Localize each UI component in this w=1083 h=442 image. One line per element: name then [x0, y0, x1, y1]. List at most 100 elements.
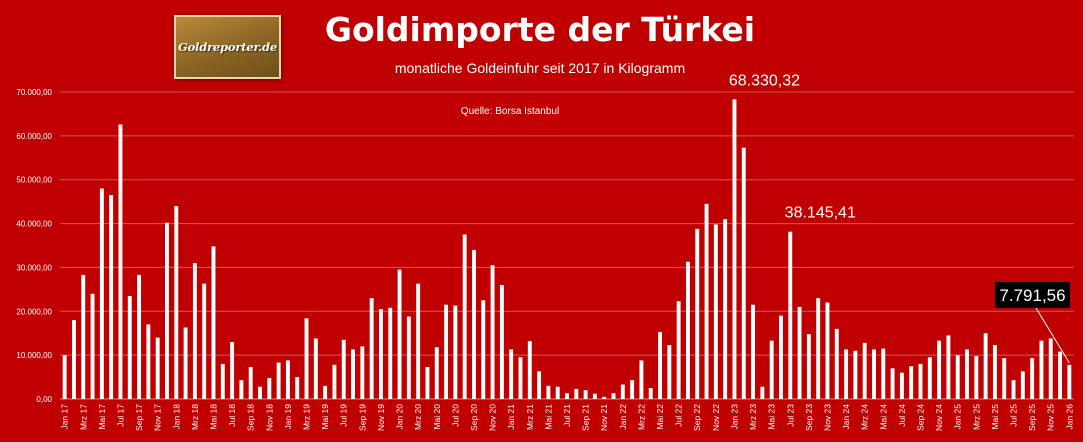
x-tick-label: Nov 23: [822, 404, 832, 431]
bar: [704, 203, 709, 399]
x-tick-label: Mrz 17: [78, 404, 88, 430]
x-tick-label: Mrz 24: [860, 404, 870, 430]
bar: [927, 357, 932, 399]
bar: [1058, 351, 1062, 399]
bar: [220, 363, 225, 399]
x-tick-label: Mai 24: [878, 404, 888, 430]
x-tick-label: Jan 18: [171, 404, 181, 430]
bar: [81, 274, 86, 399]
chart-subtitle: monatliche Goldeinfuhr seit 2017 in Kilo…: [394, 60, 686, 76]
x-tick-label: Jul 23: [785, 404, 795, 427]
bar: [341, 339, 346, 399]
x-tick-label: Mrz 22: [636, 404, 646, 430]
x-tick-label: Jan 21: [506, 404, 516, 430]
x-tick-label: Sep 20: [469, 404, 479, 431]
bar: [127, 295, 132, 399]
bar: [211, 246, 216, 399]
data-label: 38.145,41: [785, 205, 856, 222]
bar: [992, 345, 997, 399]
x-tick-label: Mrz 18: [190, 404, 200, 430]
bar: [909, 366, 914, 399]
bar: [258, 386, 262, 399]
x-tick-label: Mrz 19: [302, 404, 312, 430]
bar: [955, 355, 960, 399]
x-tick-label: Mai 20: [432, 404, 442, 430]
bar: [620, 384, 625, 399]
bar: [388, 307, 393, 399]
bar: [574, 388, 579, 399]
y-tick-label: 70.000,00: [16, 88, 52, 97]
bar: [230, 341, 235, 399]
bar: [844, 349, 849, 399]
bar: [853, 350, 858, 399]
x-tick-label: Mrz 23: [748, 404, 758, 430]
bar: [788, 231, 793, 399]
bar: [667, 345, 672, 399]
bar: [62, 355, 67, 399]
bar: [899, 372, 904, 399]
bar: [285, 360, 290, 399]
bar: [434, 347, 439, 399]
bar: [406, 316, 411, 399]
bar: [146, 324, 151, 399]
x-tick-label: Jan 23: [729, 404, 739, 430]
bar: [611, 393, 616, 399]
y-tick-label: 60.000,00: [16, 132, 52, 141]
y-tick-label: 10.000,00: [16, 351, 52, 360]
bar: [816, 298, 821, 399]
logo-text: Goldreporter.de: [177, 40, 278, 54]
bar: [602, 396, 607, 399]
data-label: 7.791,56: [999, 286, 1065, 305]
x-tick-label: Sep 23: [804, 404, 814, 431]
bar: [741, 147, 746, 399]
x-tick-label: Jul 21: [562, 404, 572, 427]
x-tick-label: Jan 25: [953, 404, 963, 430]
bar: [490, 265, 495, 399]
bar: [276, 362, 281, 399]
bar: [509, 349, 514, 399]
bar: [806, 334, 811, 399]
bar: [72, 320, 76, 399]
bar: [499, 284, 504, 399]
x-tick-label: Jan 24: [841, 404, 851, 430]
bar: [304, 318, 309, 399]
bar: [583, 390, 588, 399]
bar: [295, 377, 300, 399]
bar: [155, 337, 160, 399]
x-tick-label: Jan 20: [395, 404, 405, 430]
x-tick-label: Mrz 25: [971, 404, 981, 430]
bar: [332, 364, 337, 399]
x-tick-label: Jan 19: [283, 404, 293, 430]
x-tick-label: Nov 25: [1046, 404, 1056, 431]
bar: [769, 340, 774, 399]
bar: [676, 301, 681, 399]
bar: [481, 300, 486, 399]
x-tick-label: Mai 17: [97, 404, 107, 430]
bar: [174, 206, 179, 399]
x-tick-label: Nov 24: [934, 404, 944, 431]
bar: [648, 388, 653, 399]
bar: [118, 124, 123, 399]
bar: [685, 261, 690, 399]
callout-leader-line: [1035, 307, 1070, 364]
bar: [360, 346, 365, 399]
y-tick-label: 20.000,00: [16, 307, 52, 316]
x-tick-label: Sep 25: [1027, 404, 1037, 431]
x-tick-label: Sep 17: [134, 404, 144, 431]
y-tick-label: 40.000,00: [16, 220, 52, 229]
goldreporter-logo: Goldreporter.de: [174, 15, 281, 79]
bar: [658, 331, 662, 399]
bar: [630, 380, 635, 399]
bar: [1039, 340, 1044, 399]
x-tick-label: Mai 19: [320, 404, 330, 430]
bar: [537, 371, 542, 399]
bar: [862, 342, 867, 399]
x-tick-label: Sep 22: [692, 404, 702, 431]
bar: [472, 249, 476, 399]
bar: [695, 228, 700, 399]
bar: [751, 304, 756, 399]
x-tick-label: Sep 24: [916, 404, 926, 431]
x-tick-label: Mai 18: [208, 404, 218, 430]
bar: [592, 393, 597, 399]
